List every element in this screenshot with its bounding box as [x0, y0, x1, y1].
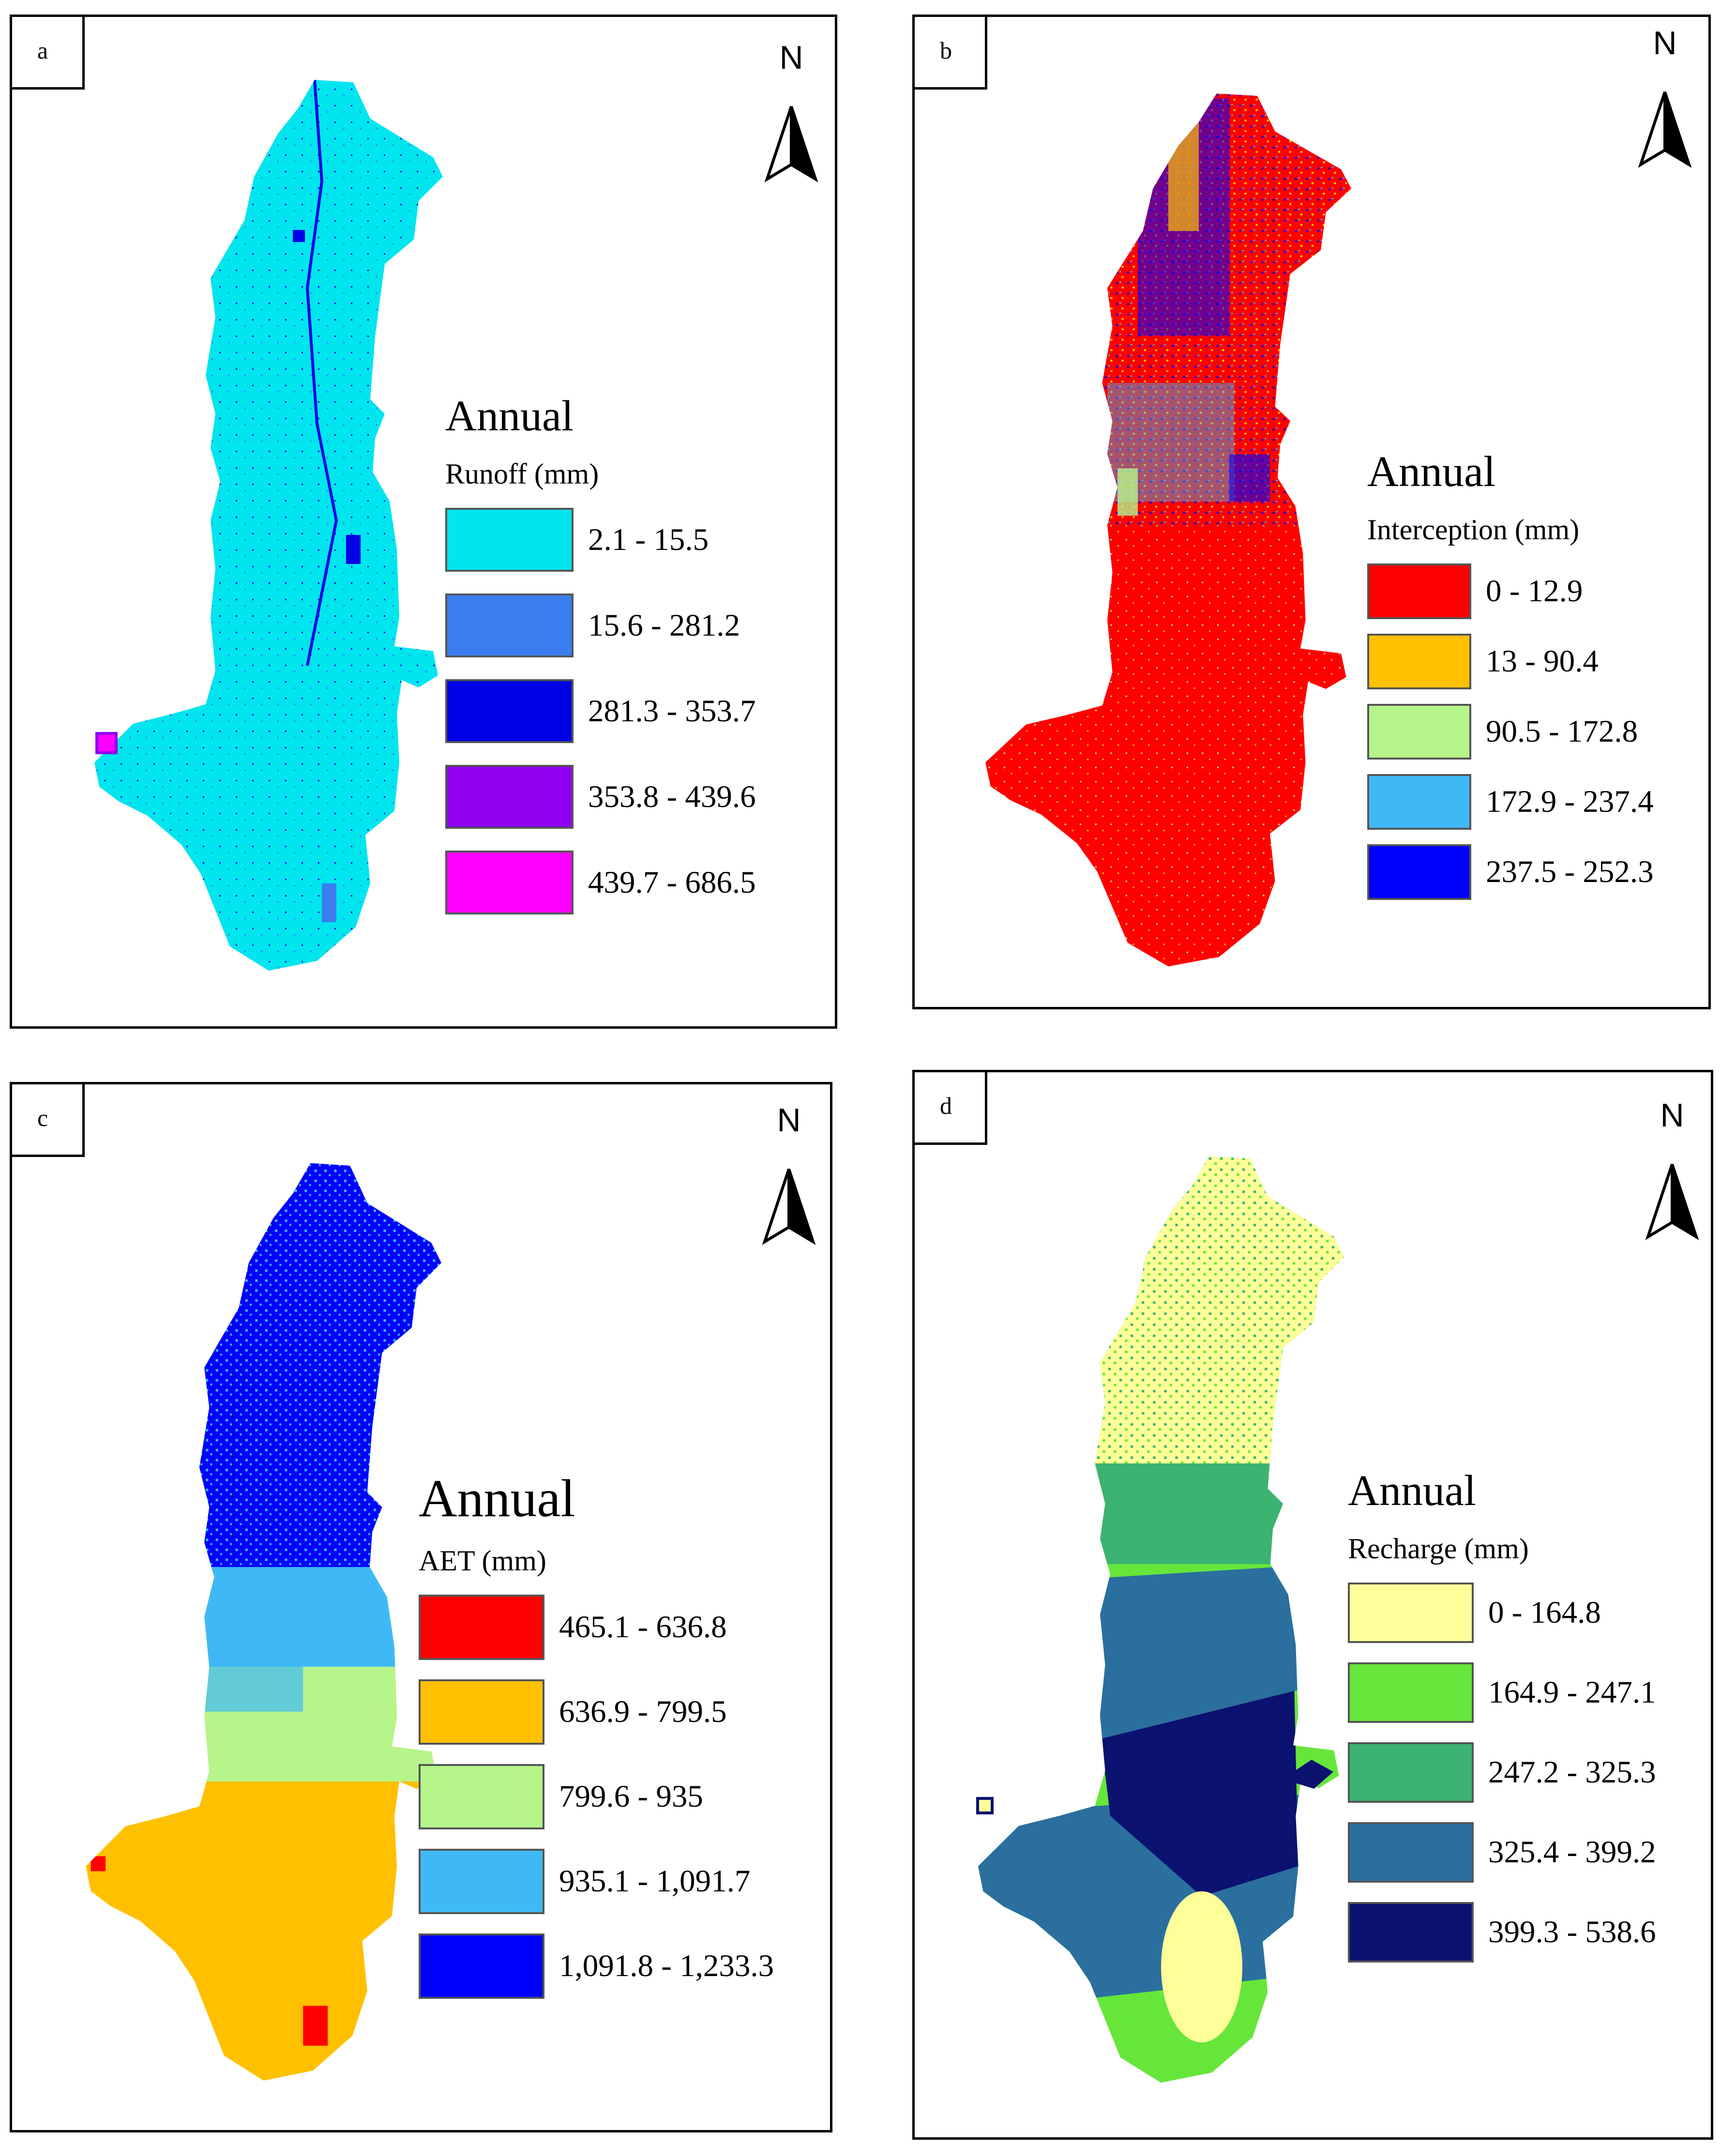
legend-item: 935.1 - 1,091.7 — [419, 1849, 774, 1914]
legend-swatch — [445, 679, 574, 743]
legend-item: 399.3 - 538.6 — [1348, 1902, 1656, 1963]
north-arrow-icon: N — [1633, 25, 1696, 174]
legend-variable: AET (mm) — [419, 1545, 546, 1577]
legend-item: 13 - 90.4 — [1367, 634, 1654, 689]
legend: Annual Runoff (mm) 2.1 - 15.5 15.6 - 281… — [445, 395, 756, 936]
legend-item: 90.5 - 172.8 — [1367, 704, 1654, 760]
legend-label: 799.6 - 935 — [559, 1779, 703, 1814]
legend-swatch — [445, 508, 574, 572]
legend-label: 465.1 - 636.8 — [559, 1610, 727, 1644]
panel-label: d — [915, 1072, 987, 1145]
north-arrow-icon: N — [757, 1102, 820, 1251]
panel-label: c — [12, 1084, 85, 1157]
north-label: N — [1660, 1097, 1684, 1134]
legend-swatch — [1367, 774, 1471, 830]
legend-label: 353.8 - 439.6 — [588, 779, 756, 814]
legend: Annual AET (mm) 465.1 - 636.8 636.9 - 79… — [419, 1472, 774, 2018]
interception-map — [985, 93, 1351, 967]
legend-label: 0 - 164.8 — [1488, 1595, 1601, 1630]
legend-swatch — [445, 851, 574, 914]
legend-item: 172.9 - 237.4 — [1367, 774, 1654, 830]
legend-item: 353.8 - 439.6 — [445, 765, 756, 829]
legend-label: 0 - 12.9 — [1486, 574, 1583, 609]
legend-swatch — [1348, 1583, 1474, 1643]
legend-variable: Recharge (mm) — [1348, 1533, 1529, 1565]
legend-swatch — [419, 1679, 544, 1745]
legend-swatch — [1348, 1902, 1474, 1963]
legend-title: Annual — [445, 392, 574, 440]
legend: Annual Recharge (mm) 0 - 164.8 164.9 - 2… — [1348, 1469, 1656, 1982]
panel-b: b N Annual Interception (mm) 0 - 12.9 13… — [912, 15, 1711, 1009]
legend-title: Annual — [1348, 1467, 1476, 1515]
legend-swatch — [445, 765, 574, 829]
legend-title: Annual — [1367, 448, 1495, 496]
legend-swatch — [1367, 704, 1471, 760]
legend-label: 164.9 - 247.1 — [1488, 1675, 1656, 1710]
legend-swatch — [1348, 1662, 1474, 1723]
legend-label: 935.1 - 1,091.7 — [559, 1864, 751, 1899]
legend-item: 281.3 - 353.7 — [445, 679, 756, 743]
panel-d: d N Annual Recharge (mm) 0 - 164.8 164.9… — [912, 1070, 1713, 2140]
legend-swatch — [419, 1933, 544, 1999]
legend-swatch — [1348, 1822, 1474, 1883]
legend-variable: Interception (mm) — [1367, 514, 1580, 546]
legend-swatch — [1367, 844, 1471, 900]
panel-a: a N Annual Runoff (mm) 2.1 - 15.5 15.6 -… — [10, 15, 837, 1029]
legend-swatch — [419, 1764, 544, 1829]
legend-item: 0 - 12.9 — [1367, 563, 1654, 619]
legend-swatch — [419, 1849, 544, 1914]
runoff-map — [94, 80, 443, 971]
legend-label: 439.7 - 686.5 — [588, 865, 756, 900]
north-label: N — [779, 39, 803, 76]
legend: Annual Interception (mm) 0 - 12.9 13 - 9… — [1367, 450, 1654, 914]
legend-swatch — [1348, 1742, 1474, 1803]
legend-swatch — [445, 594, 574, 657]
highest-runoff-patch — [95, 732, 118, 754]
legend-label: 1,091.8 - 1,233.3 — [559, 1948, 774, 1983]
north-arrow-icon: N — [760, 39, 823, 189]
north-label: N — [777, 1102, 800, 1139]
aet-map — [86, 1163, 441, 2081]
legend-title: Annual — [419, 1469, 575, 1528]
legend-label: 237.5 - 252.3 — [1486, 854, 1654, 889]
legend-item: 2.1 - 15.5 — [445, 508, 756, 572]
legend-item: 799.6 - 935 — [419, 1764, 774, 1829]
north-arrow-icon: N — [1641, 1097, 1704, 1247]
legend-item: 237.5 - 252.3 — [1367, 844, 1654, 900]
legend-item: 15.6 - 281.2 — [445, 594, 756, 657]
legend-item: 636.9 - 799.5 — [419, 1679, 774, 1745]
legend-label: 90.5 - 172.8 — [1486, 714, 1638, 749]
recharge-map — [976, 1156, 1344, 2083]
legend-swatch — [1367, 563, 1471, 619]
legend-label: 13 - 90.4 — [1486, 644, 1599, 679]
legend-label: 15.6 - 281.2 — [588, 608, 740, 643]
legend-item: 439.7 - 686.5 — [445, 851, 756, 914]
legend-label: 636.9 - 799.5 — [559, 1694, 727, 1729]
panel-label: b — [915, 17, 987, 90]
legend-label: 281.3 - 353.7 — [588, 693, 756, 729]
panel-label: a — [12, 17, 85, 90]
legend-item: 465.1 - 636.8 — [419, 1595, 774, 1660]
legend-label: 247.2 - 325.3 — [1488, 1755, 1656, 1790]
legend-label: 172.9 - 237.4 — [1486, 784, 1654, 819]
legend-swatch — [419, 1595, 544, 1660]
legend-variable: Runoff (mm) — [445, 458, 599, 490]
legend-item: 0 - 164.8 — [1348, 1583, 1656, 1643]
panel-c: c N Annual AET (mm) 465.1 - 636.8 636.9 … — [10, 1082, 832, 2132]
legend-label: 399.3 - 538.6 — [1488, 1915, 1656, 1949]
legend-item: 164.9 - 247.1 — [1348, 1662, 1656, 1723]
legend-item: 325.4 - 399.2 — [1348, 1822, 1656, 1883]
legend-item: 1,091.8 - 1,233.3 — [419, 1933, 774, 1999]
legend-label: 2.1 - 15.5 — [588, 522, 709, 557]
legend-label: 325.4 - 399.2 — [1488, 1835, 1656, 1870]
legend-swatch — [1367, 634, 1471, 689]
legend-item: 247.2 - 325.3 — [1348, 1742, 1656, 1803]
north-label: N — [1653, 25, 1676, 61]
